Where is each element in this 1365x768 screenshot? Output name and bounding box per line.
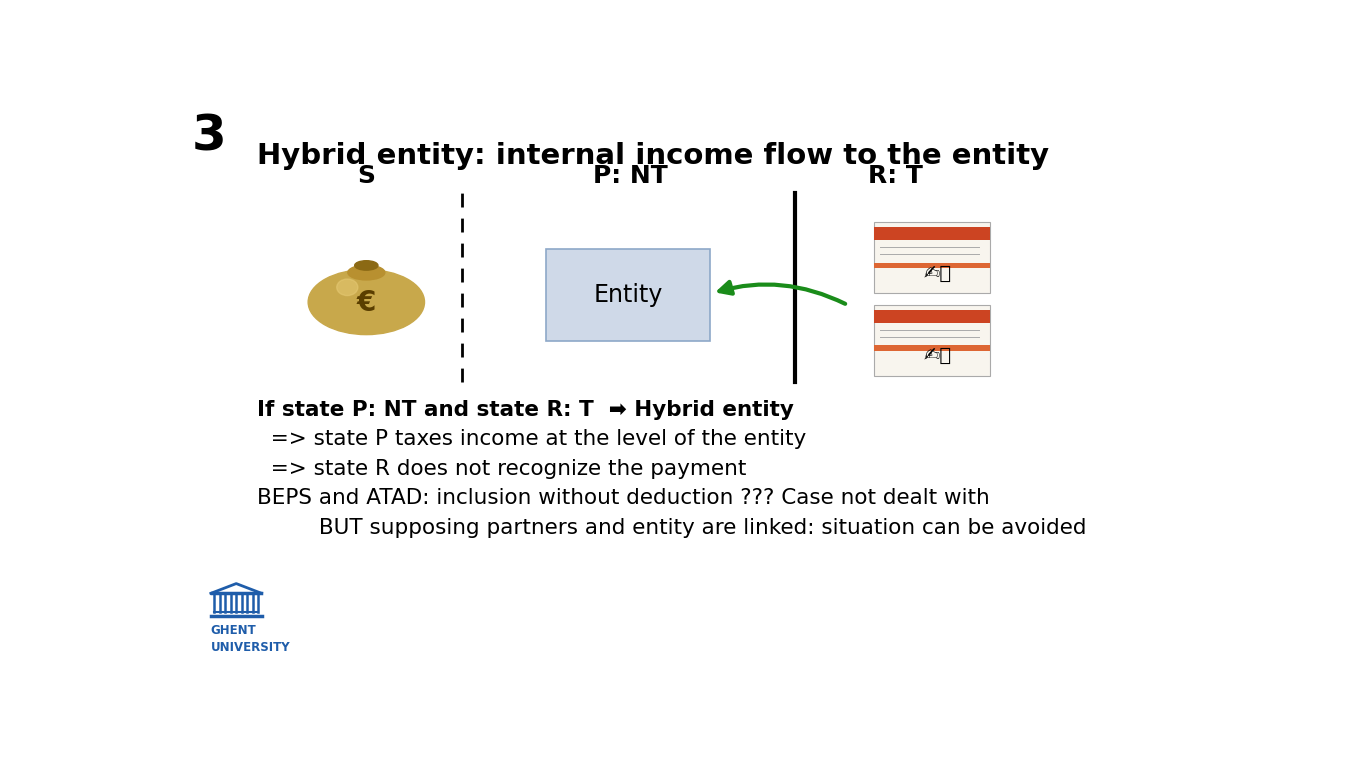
Text: S: S — [358, 164, 375, 188]
FancyBboxPatch shape — [546, 249, 710, 340]
Text: 3: 3 — [191, 113, 227, 161]
Text: UNIVERSITY: UNIVERSITY — [210, 641, 291, 654]
Text: ✍🏽: ✍🏽 — [924, 263, 953, 283]
Text: BEPS and ATAD: inclusion without deduction ??? Case not dealt with: BEPS and ATAD: inclusion without deducti… — [258, 488, 990, 508]
FancyBboxPatch shape — [874, 310, 991, 323]
FancyBboxPatch shape — [874, 222, 991, 293]
Ellipse shape — [348, 265, 385, 280]
Text: GHENT: GHENT — [210, 624, 257, 637]
FancyBboxPatch shape — [874, 305, 991, 376]
Text: P: NT: P: NT — [594, 164, 669, 188]
Text: €: € — [356, 290, 375, 317]
Circle shape — [308, 270, 425, 335]
Text: If state P: NT and state R: T  ➡ Hybrid entity: If state P: NT and state R: T ➡ Hybrid e… — [258, 399, 794, 419]
Text: Entity: Entity — [594, 283, 663, 306]
Text: => state P taxes income at the level of the entity: => state P taxes income at the level of … — [258, 429, 807, 449]
Text: BUT supposing partners and entity are linked: situation can be avoided: BUT supposing partners and entity are li… — [258, 518, 1087, 538]
Text: ✍🏽: ✍🏽 — [924, 346, 953, 366]
FancyBboxPatch shape — [874, 263, 991, 268]
Text: R: T: R: T — [868, 164, 923, 188]
FancyBboxPatch shape — [874, 346, 991, 351]
Text: => state R does not recognize the payment: => state R does not recognize the paymen… — [258, 458, 747, 478]
Ellipse shape — [355, 260, 378, 270]
Ellipse shape — [337, 279, 358, 296]
FancyBboxPatch shape — [874, 227, 991, 240]
Text: Hybrid entity: internal income flow to the entity: Hybrid entity: internal income flow to t… — [258, 142, 1050, 170]
